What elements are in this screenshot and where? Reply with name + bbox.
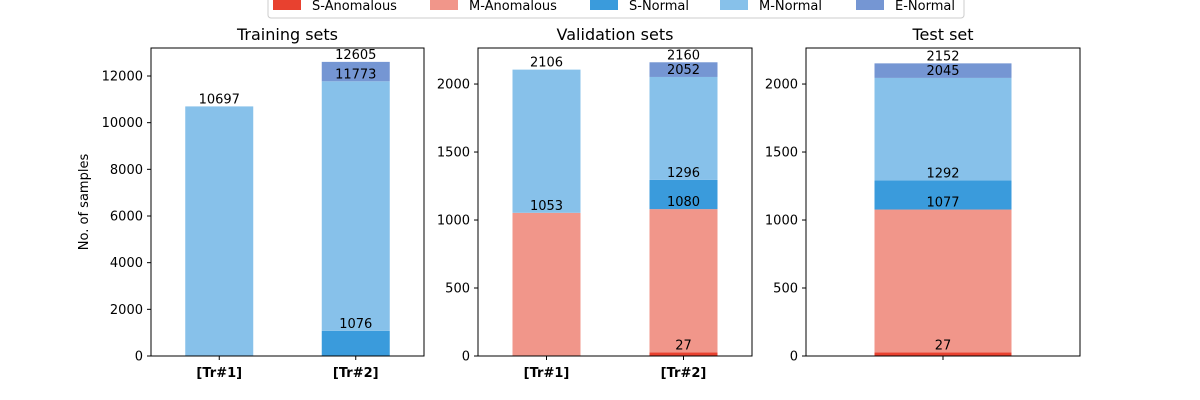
bar-segment-e-normal [321,61,390,82]
data-label: 1296 [667,166,700,181]
x-tick-label: [Tr#2] [661,366,707,381]
y-tick-label: 1500 [437,146,470,161]
panel-title: Validation sets [557,25,674,44]
bar-segment-m-anomalous [874,209,1012,353]
data-label: 10697 [199,92,240,107]
y-tick-label: 0 [790,350,798,365]
data-label: 27 [675,338,692,353]
legend-label-m-normal: M-Normal [759,0,822,14]
bar-segment-s-normal [874,180,1012,210]
bar-segment-s-anomalous [874,352,1012,356]
y-tick-label: 0 [462,350,470,365]
x-tick-label: [Tr#1] [524,366,570,381]
y-tick-label: 2000 [437,78,470,93]
bar-segment-m-normal [649,76,718,180]
legend-swatch-m-anomalous [430,0,458,10]
y-tick-label: 500 [445,282,470,297]
data-label: 1076 [339,317,372,332]
y-axis-label: No. of samples [77,154,92,251]
bar-segment-e-normal [649,62,718,77]
data-label: 1053 [530,199,563,214]
axes-frame [477,47,753,357]
bar-segment-s-normal [321,330,390,356]
bar-segment-s-normal [649,179,718,210]
legend-swatch-m-normal [720,0,748,10]
y-tick-label: 1500 [765,146,798,161]
y-tick-label: 6000 [110,210,143,225]
legend-swatch-s-normal [590,0,618,10]
panel-1: 10697 1076 11773 12605 0 2000 4000 6000 8000 1000… [77,25,425,381]
bar-segment-m-anomalous [512,212,581,356]
bar-segment-s-anomalous [649,352,718,356]
data-label: 2160 [667,48,700,63]
y-tick-label: 2000 [110,303,143,318]
y-tick-label: 0 [135,350,143,365]
y-tick-label: 1000 [437,214,470,229]
bar-segment-e-normal [874,63,1012,78]
legend-swatch-e-normal [856,0,884,10]
y-tick-label: 500 [773,282,798,297]
data-label: 1292 [926,166,959,181]
legend-label-s-normal: S-Normal [629,0,689,14]
panel-title: Test set [911,25,973,44]
data-label: 2045 [926,64,959,79]
bar-segment-m-normal [512,69,581,213]
y-tick-label: 10000 [102,116,143,131]
data-label: 1077 [926,196,959,211]
legend: S-Anomalous M-Anomalous S-Normal M-Normal E-… [267,0,965,19]
y-tick-label: 2000 [765,78,798,93]
x-tick-label: [Tr#2] [333,366,379,381]
x-tick-label: [Tr#1] [196,366,242,381]
y-tick-label: 4000 [110,256,143,271]
legend-label-m-anomalous: M-Anomalous [469,0,557,14]
y-tick-label: 8000 [110,163,143,178]
panel-title: Training sets [236,25,338,44]
data-label: 11773 [335,67,376,82]
bar-segment-m-anomalous [649,209,718,353]
bar-segment-m-normal [321,81,390,331]
y-tick-label: 12000 [102,70,143,85]
bar-segment-m-normal [874,77,1012,181]
data-label: 1080 [667,195,700,210]
chart-panels: 10697 1076 11773 12605 0 2000 4000 6000 8000 1000… [77,25,1081,381]
data-label: 27 [935,338,952,353]
legend-swatch-s-anomalous [273,0,301,10]
data-label: 2152 [926,49,959,64]
y-tick-label: 1000 [765,214,798,229]
data-label: 12605 [335,48,376,63]
legend-label-s-anomalous: S-Anomalous [312,0,397,14]
data-label: 2052 [667,63,700,78]
axes-frame [150,47,425,357]
data-label: 2106 [530,56,563,71]
legend-label-e-normal: E-Normal [895,0,955,14]
bar-segment-m-normal [185,106,254,356]
